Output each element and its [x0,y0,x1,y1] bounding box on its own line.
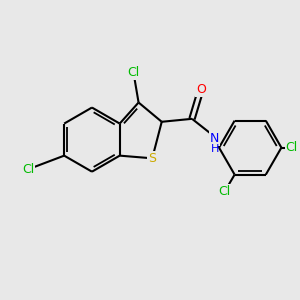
Text: S: S [148,152,156,165]
Text: Cl: Cl [22,163,34,176]
Text: Cl: Cl [219,185,231,198]
Text: O: O [196,82,206,96]
Text: Cl: Cl [128,66,140,79]
Text: H: H [210,144,219,154]
Text: N: N [210,132,219,145]
Text: Cl: Cl [286,141,298,154]
